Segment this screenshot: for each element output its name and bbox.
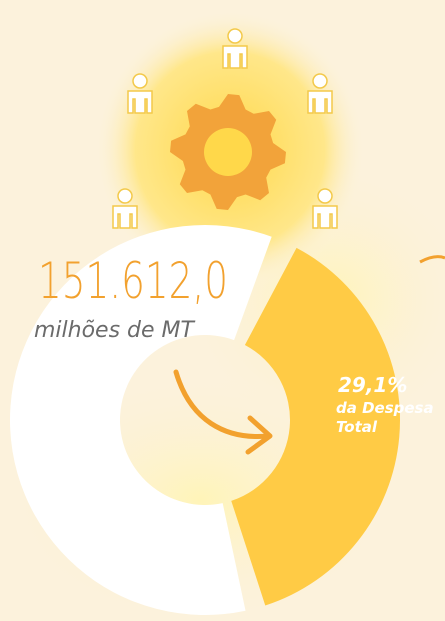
arrow-head — [245, 415, 273, 455]
deco — [419, 255, 445, 264]
ring-share — [231, 247, 400, 606]
arrow — [173, 369, 271, 439]
caption: Total — [336, 418, 378, 436]
ring-rest — [9, 224, 272, 615]
unit: milhões de MT — [34, 318, 196, 343]
caption: da Despesa — [336, 399, 434, 417]
gear — [170, 94, 286, 210]
gear-hole — [204, 128, 252, 176]
share-label: 29,1% — [338, 373, 407, 397]
amount: 151.612,0 — [38, 252, 228, 310]
